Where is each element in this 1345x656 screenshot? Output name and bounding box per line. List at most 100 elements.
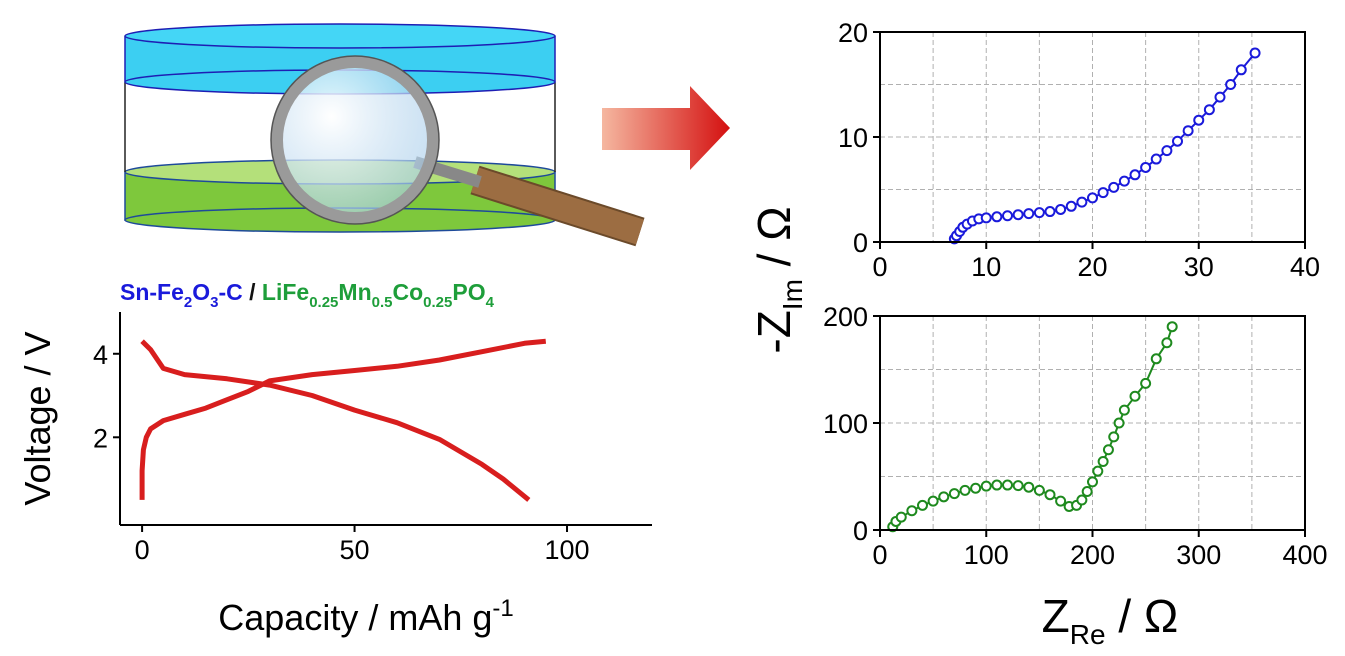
- data-point: [1077, 496, 1086, 505]
- x-tick-label: 20: [1077, 252, 1107, 282]
- x-tick-label: 100: [544, 535, 589, 565]
- x-tick-label: 100: [964, 540, 1009, 570]
- data-point: [1226, 80, 1235, 89]
- data-point: [1131, 170, 1140, 179]
- cathode-label: Co: [392, 279, 423, 305]
- data-point: [1024, 483, 1033, 492]
- y-tick-label: 200: [823, 302, 868, 332]
- data-point: [1109, 183, 1118, 192]
- data-point: [1251, 49, 1260, 58]
- data-point: [1088, 477, 1097, 486]
- data-point: [1099, 188, 1108, 197]
- x-tick-label: 0: [135, 535, 150, 565]
- data-point: [1115, 419, 1124, 428]
- anode-label: Sn-Fe: [120, 279, 184, 305]
- x-axis-label-part: Z: [1042, 590, 1070, 642]
- data-point: [1093, 467, 1102, 476]
- data-point: [1056, 497, 1065, 506]
- x-axis-label-part: / Ω: [1106, 590, 1179, 642]
- x-tick-label: 0: [872, 540, 887, 570]
- data-point: [1046, 207, 1055, 216]
- data-point: [1237, 65, 1246, 74]
- cathode-label: Mn: [338, 279, 371, 305]
- data-point: [1003, 211, 1012, 220]
- data-point: [1035, 208, 1044, 217]
- data-point: [939, 492, 948, 501]
- cell-label: Sn-Fe2O3-C / LiFe0.25Mn0.5Co0.25PO4: [120, 279, 495, 311]
- data-point: [982, 213, 991, 222]
- data-point: [961, 486, 970, 495]
- data-point: [1099, 457, 1108, 466]
- data-point: [1088, 193, 1097, 202]
- data-point: [1109, 432, 1118, 441]
- anode-label: 2: [184, 294, 192, 311]
- data-line: [954, 53, 1255, 239]
- y-tick-label: 0: [853, 516, 868, 546]
- y-axis-label: -ZIm / Ω: [748, 206, 808, 353]
- data-line: [142, 341, 529, 500]
- data-point: [1168, 322, 1177, 331]
- y-axis-label-part: -Z: [748, 310, 800, 353]
- x-tick-label: 0: [872, 252, 887, 282]
- arrow: [602, 86, 730, 170]
- data-point: [1141, 379, 1150, 388]
- data-point: [929, 497, 938, 506]
- y-tick-label: 4: [93, 340, 108, 370]
- data-point: [1003, 481, 1012, 490]
- anode-label: -C: [218, 279, 242, 305]
- data-point: [982, 482, 991, 491]
- cathode-label: 4: [486, 294, 495, 311]
- data-line: [142, 341, 546, 500]
- data-point: [1014, 210, 1023, 219]
- data-point: [1120, 177, 1129, 186]
- anode-label: 3: [210, 294, 218, 311]
- y-axis-label-part: / Ω: [748, 206, 800, 279]
- data-point: [1046, 490, 1055, 499]
- data-point: [1083, 487, 1092, 496]
- data-point: [1131, 392, 1140, 401]
- data-point: [1173, 137, 1182, 146]
- x-tick-label: 30: [1184, 252, 1214, 282]
- y-axis-label: Voltage / V: [17, 331, 58, 505]
- cathode-label: PO: [452, 279, 485, 305]
- cathode-label: 0.25: [309, 294, 338, 311]
- data-point: [1077, 198, 1086, 207]
- data-point: [1035, 486, 1044, 495]
- data-point: [950, 489, 959, 498]
- x-tick-label: 10: [971, 252, 1001, 282]
- x-axis-label-part: -1: [492, 595, 513, 622]
- y-tick-label: 100: [823, 409, 868, 439]
- x-tick-label: 50: [340, 535, 370, 565]
- data-point: [1024, 209, 1033, 218]
- x-axis-label-part: Re: [1070, 619, 1106, 650]
- data-point: [992, 481, 1001, 490]
- data-point: [897, 513, 906, 522]
- data-point: [1162, 338, 1171, 347]
- data-point: [1152, 354, 1161, 363]
- x-tick-label: 400: [1282, 540, 1327, 570]
- data-point: [1194, 116, 1203, 125]
- data-point: [1216, 93, 1225, 102]
- x-axis-label: ZRe / Ω: [1042, 590, 1179, 650]
- data-point: [918, 501, 927, 510]
- data-point: [1120, 406, 1129, 415]
- data-point: [1205, 105, 1214, 114]
- data-point: [1056, 205, 1065, 214]
- y-tick-label: 20: [838, 18, 868, 48]
- y-axis-label-part: Im: [777, 279, 808, 310]
- figure: Sn-Fe2O3-C / LiFe0.25Mn0.5Co0.25PO4 0501…: [0, 0, 1345, 656]
- data-point: [1014, 481, 1023, 490]
- data-point: [1162, 146, 1171, 155]
- cathode-label: LiFe: [262, 279, 309, 305]
- y-tick-label: 2: [93, 423, 108, 453]
- x-tick-label: 200: [1070, 540, 1115, 570]
- separator: /: [243, 279, 262, 305]
- y-tick-label: 0: [853, 228, 868, 258]
- data-point: [907, 506, 916, 515]
- x-tick-label: 40: [1290, 252, 1320, 282]
- data-point: [1184, 126, 1193, 135]
- x-tick-label: 300: [1176, 540, 1221, 570]
- data-point: [971, 484, 980, 493]
